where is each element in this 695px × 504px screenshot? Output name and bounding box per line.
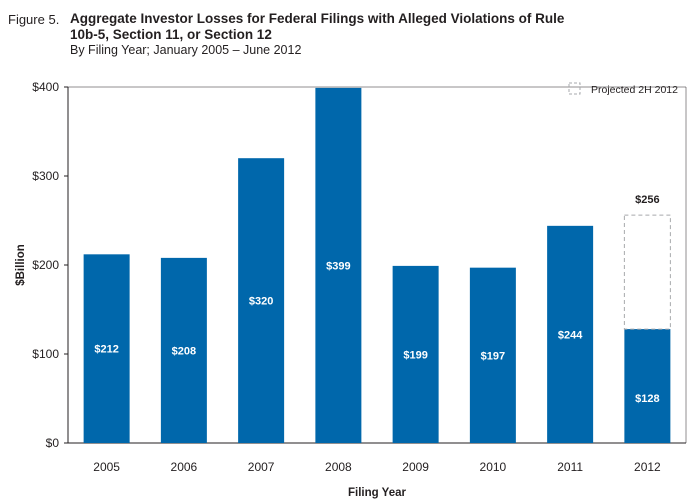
bar-2012 (624, 329, 671, 443)
bars: $212 $208 $320 $399 $199 $197 $244 $256 $128 (83, 87, 671, 443)
x-axis-title: Filing Year (348, 487, 406, 499)
y-tick-label: $300 (32, 169, 59, 183)
x-tick-label: 2007 (248, 460, 275, 474)
x-tick-label: 2010 (480, 460, 507, 474)
data-label: $128 (635, 393, 659, 405)
bar-2009 (392, 265, 439, 443)
figure-label: Figure 5. (8, 12, 60, 27)
chart-title: Aggregate Investor Losses for Federal Fi… (70, 11, 565, 42)
bar-2007 (238, 158, 285, 443)
plot-frame (67, 86, 687, 444)
data-label: $199 (403, 349, 427, 361)
bar-2011 (547, 225, 594, 443)
bar-projected-2012 (623, 214, 671, 330)
x-tick-label: 2005 (93, 460, 120, 474)
bar-2005 (83, 254, 130, 443)
legend-swatch-projected (568, 82, 581, 95)
bar-2008 (315, 87, 362, 443)
x-ticks: 2005 2006 2007 2008 2009 2010 2011 2012 (93, 460, 661, 474)
data-label: $212 (94, 344, 118, 356)
data-label-projected: $256 (635, 194, 659, 206)
data-label: $399 (326, 260, 350, 272)
y-axis-title: $Billion (15, 244, 27, 286)
x-tick-label: 2012 (634, 460, 661, 474)
x-tick-label: 2011 (557, 460, 583, 474)
data-label: $320 (249, 296, 273, 308)
y-tick-label: $0 (46, 436, 60, 450)
y-tick-label: $400 (32, 80, 59, 94)
x-tick-label: 2008 (325, 460, 352, 474)
legend: Projected 2H 2012 (568, 82, 678, 96)
bar-2010 (469, 267, 516, 443)
legend-label-projected: Projected 2H 2012 (591, 84, 678, 96)
data-label: $244 (558, 329, 583, 341)
data-label: $208 (172, 345, 196, 357)
chart-subtitle: By Filing Year; January 2005 – June 2012 (70, 43, 302, 57)
x-tick-label: 2006 (171, 460, 198, 474)
bar-2006 (160, 257, 207, 443)
x-tick-label: 2009 (402, 460, 429, 474)
y-tick-label: $100 (32, 347, 59, 361)
y-ticks: $0 $100 $200 $300 $400 (32, 80, 68, 450)
y-tick-label: $200 (32, 258, 59, 272)
data-label: $197 (481, 350, 505, 362)
